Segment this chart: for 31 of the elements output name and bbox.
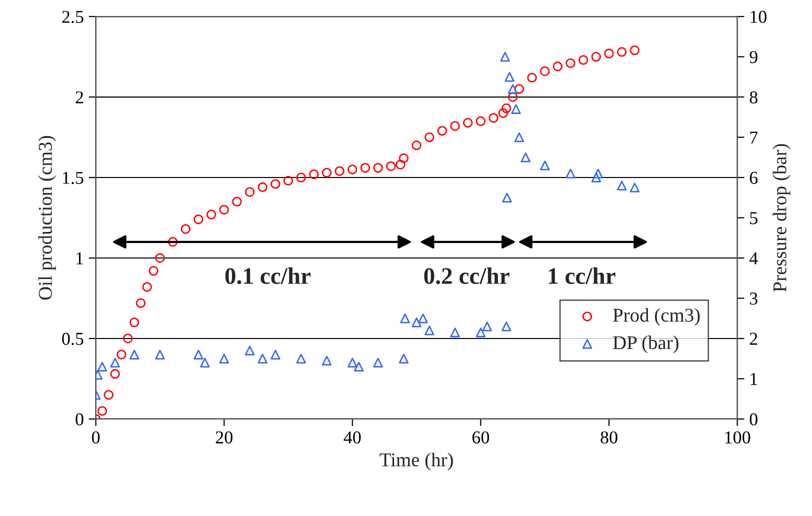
- annotation: 1 cc/hr: [548, 267, 616, 284]
- y2-axis-title: Pressure drop (bar): [772, 144, 790, 292]
- x-axis-title: Time (hr): [380, 452, 453, 470]
- y2-tick-label: 5: [750, 212, 758, 224]
- y2-tick-label: 9: [750, 51, 758, 64]
- y2-tick-label: 0: [750, 413, 758, 426]
- y-tick-label: 0: [76, 413, 84, 426]
- y2-tick-label: 8: [750, 91, 758, 104]
- y-tick-label: 1.5: [63, 172, 84, 184]
- annotation: 0.1 cc/hr: [225, 267, 310, 284]
- x-tick-label: 60: [472, 431, 490, 444]
- annotation: 0.2 cc/hr: [424, 267, 510, 284]
- y-tick-label: 0.5: [62, 332, 84, 346]
- legend-label: Prod (cm3): [613, 308, 700, 326]
- y2-tick-label: 1: [750, 373, 758, 386]
- y2-tick-label: 10: [750, 10, 766, 23]
- x-tick-label: 20: [216, 431, 232, 444]
- x-tick-label: 40: [344, 431, 361, 444]
- y2-tick-label: 6: [750, 172, 758, 184]
- y2-tick-label: 2: [750, 332, 758, 345]
- x-tick-label: 100: [725, 431, 750, 444]
- legend-label: DP (bar): [613, 336, 678, 354]
- y-tick-label: 2.5: [62, 10, 84, 24]
- x-tick-label: 0: [92, 431, 100, 444]
- y-tick-label: 2: [76, 91, 84, 104]
- y-tick-label: 1: [76, 252, 83, 264]
- y2-tick-label: 3: [750, 292, 758, 305]
- y2-tick-label: 7: [750, 132, 758, 144]
- x-tick-label: 80: [600, 431, 618, 444]
- y2-tick-label: 4: [749, 252, 758, 264]
- y-axis-title: Oil production (cm3): [38, 136, 56, 300]
